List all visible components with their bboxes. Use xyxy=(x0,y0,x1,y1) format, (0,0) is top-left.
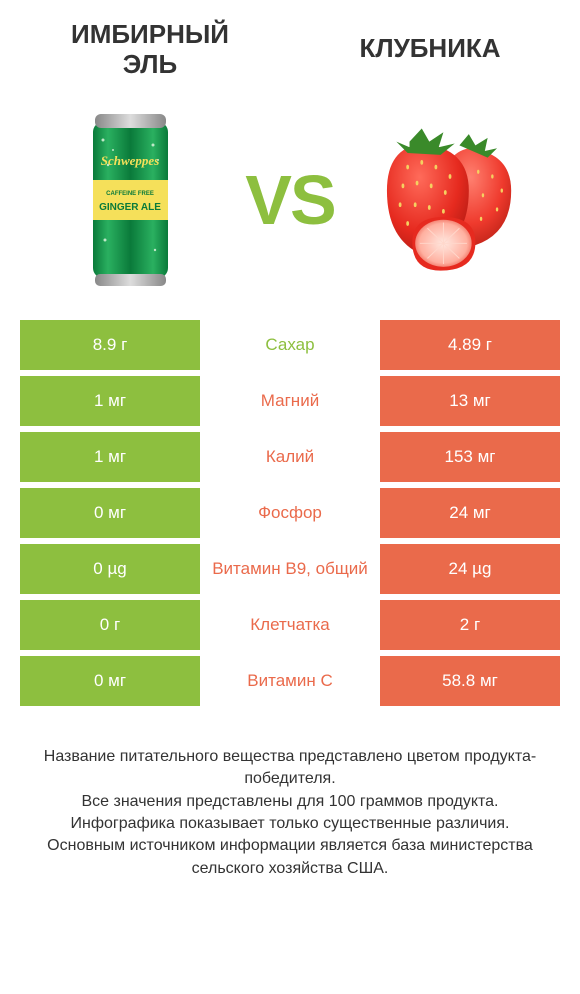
left-value-cell: 0 г xyxy=(20,600,200,650)
nutrient-label: Фосфор xyxy=(200,488,380,538)
right-value-cell: 13 мг xyxy=(380,376,560,426)
footer-line: Название питательного вещества представл… xyxy=(20,746,560,791)
table-row: 8.9 гСахар4.89 г xyxy=(20,320,560,370)
left-value-cell: 1 мг xyxy=(20,432,200,482)
left-value-cell: 0 µg xyxy=(20,544,200,594)
table-row: 0 мгФосфор24 мг xyxy=(20,488,560,538)
svg-text:Schweppes: Schweppes xyxy=(100,153,159,168)
table-row: 0 µgВитамин B9, общий24 µg xyxy=(20,544,560,594)
vs-label: VS xyxy=(245,160,334,240)
footer-notes: Название питательного вещества представл… xyxy=(20,746,560,880)
nutrient-label: Клетчатка xyxy=(200,600,380,650)
right-value-cell: 24 µg xyxy=(380,544,560,594)
nutrient-table: 8.9 гСахар4.89 г1 мгМагний13 мг1 мгКалий… xyxy=(20,320,560,706)
strawberry-icon xyxy=(370,120,530,280)
nutrient-label: Магний xyxy=(200,376,380,426)
left-value-cell: 8.9 г xyxy=(20,320,200,370)
table-row: 1 мгМагний13 мг xyxy=(20,376,560,426)
images-row: Schweppes CAFFEINE FREE GINGER ALE VS xyxy=(0,90,580,320)
right-value-cell: 2 г xyxy=(380,600,560,650)
footer-line: Основным источником информации является … xyxy=(20,835,560,880)
left-value-cell: 1 мг xyxy=(20,376,200,426)
table-row: 0 гКлетчатка2 г xyxy=(20,600,560,650)
nutrient-label: Калий xyxy=(200,432,380,482)
right-value-cell: 4.89 г xyxy=(380,320,560,370)
nutrient-label: Витамин B9, общий xyxy=(200,544,380,594)
table-row: 0 мгВитамин C58.8 мг xyxy=(20,656,560,706)
svg-text:GINGER ALE: GINGER ALE xyxy=(99,202,161,213)
right-product-title: Клубника xyxy=(330,34,530,64)
right-value-cell: 153 мг xyxy=(380,432,560,482)
nutrient-label: Сахар xyxy=(200,320,380,370)
table-row: 1 мгКалий153 мг xyxy=(20,432,560,482)
footer-line: Инфографика показывает только существенн… xyxy=(20,813,560,835)
right-value-cell: 58.8 мг xyxy=(380,656,560,706)
footer-line: Все значения представлены для 100 граммо… xyxy=(20,791,560,813)
right-value-cell: 24 мг xyxy=(380,488,560,538)
nutrient-label: Витамин C xyxy=(200,656,380,706)
ginger-ale-can-icon: Schweppes CAFFEINE FREE GINGER ALE xyxy=(83,110,178,290)
svg-text:CAFFEINE FREE: CAFFEINE FREE xyxy=(106,191,154,197)
left-value-cell: 0 мг xyxy=(20,656,200,706)
left-product-title: Имбирный эль xyxy=(50,20,250,80)
right-product-image xyxy=(370,110,530,290)
left-value-cell: 0 мг xyxy=(20,488,200,538)
header: Имбирный эль Клубника xyxy=(0,0,580,90)
left-product-image: Schweppes CAFFEINE FREE GINGER ALE xyxy=(50,110,210,290)
